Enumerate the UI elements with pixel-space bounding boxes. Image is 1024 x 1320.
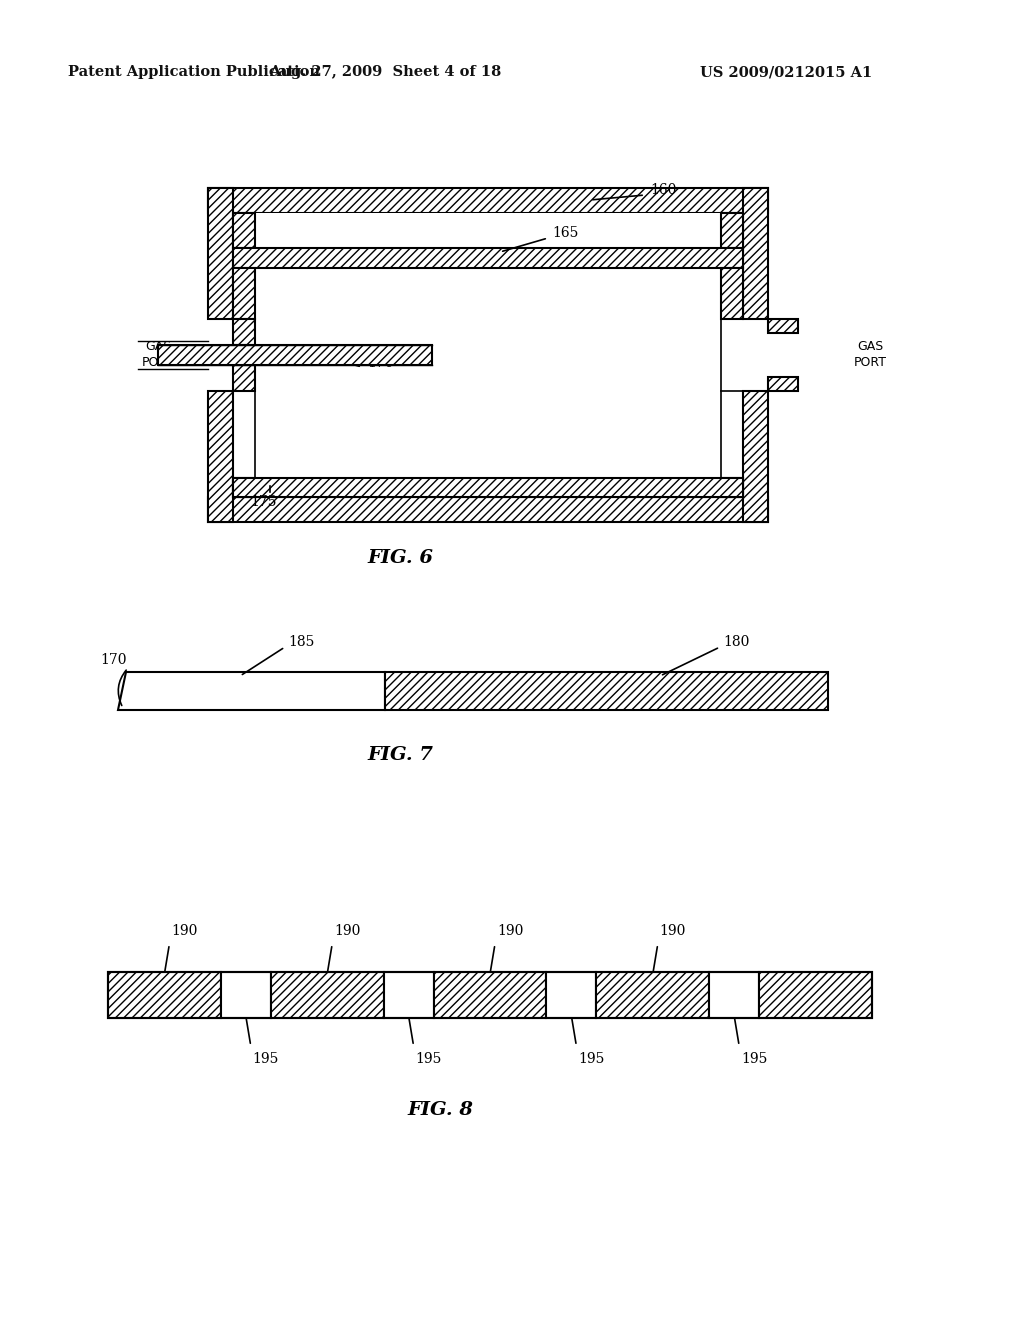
Text: FIG. 6: FIG. 6 (367, 549, 433, 568)
Bar (596, 972, 710, 1018)
Bar (768, 319, 798, 333)
Bar (384, 972, 433, 1018)
Text: 170: 170 (100, 653, 127, 667)
Text: 195: 195 (741, 1052, 768, 1067)
Bar (208, 187, 233, 319)
Bar (433, 972, 547, 1018)
Bar (385, 672, 828, 710)
Bar (255, 268, 721, 478)
Text: 160: 160 (650, 183, 677, 197)
Bar (721, 268, 743, 319)
Polygon shape (118, 672, 385, 710)
Text: US 2009/0212015 A1: US 2009/0212015 A1 (700, 65, 872, 79)
Text: Aug. 27, 2009  Sheet 4 of 18: Aug. 27, 2009 Sheet 4 of 18 (269, 65, 501, 79)
Text: GAS
PORT: GAS PORT (853, 341, 887, 370)
Bar (233, 478, 743, 498)
Bar (721, 478, 743, 498)
Text: 195: 195 (416, 1052, 442, 1067)
Bar (208, 498, 768, 521)
Text: 190: 190 (334, 924, 360, 939)
Bar (208, 391, 233, 521)
Text: 195: 195 (579, 1052, 605, 1067)
Text: 180: 180 (723, 635, 750, 649)
Bar (233, 213, 743, 498)
Bar (221, 972, 270, 1018)
Bar (233, 213, 255, 248)
Bar (743, 391, 768, 521)
Bar (710, 972, 759, 1018)
Text: 190: 190 (659, 924, 686, 939)
Bar (270, 972, 384, 1018)
Bar (233, 248, 743, 268)
Bar (759, 972, 872, 1018)
Text: 190: 190 (497, 924, 523, 939)
Bar (233, 366, 255, 391)
Bar (743, 187, 768, 319)
Text: 170: 170 (367, 356, 393, 370)
Text: 185: 185 (288, 635, 314, 649)
Bar (233, 319, 255, 345)
Bar (547, 972, 596, 1018)
Text: 190: 190 (171, 924, 198, 939)
Text: Patent Application Publication: Patent Application Publication (68, 65, 319, 79)
Bar (108, 972, 221, 1018)
Bar (158, 345, 432, 366)
Bar (721, 213, 743, 248)
Bar (108, 972, 872, 1018)
Bar (208, 187, 768, 213)
Text: GAS
PORT: GAS PORT (141, 341, 174, 370)
Bar (255, 213, 721, 268)
Bar (255, 268, 721, 319)
Text: FIG. 8: FIG. 8 (407, 1101, 473, 1119)
Bar (768, 378, 798, 391)
Bar (233, 478, 255, 498)
Text: 195: 195 (253, 1052, 280, 1067)
Text: 165: 165 (552, 226, 579, 240)
Bar (233, 268, 255, 319)
Text: FIG. 7: FIG. 7 (367, 746, 433, 764)
Text: 175: 175 (250, 495, 276, 510)
